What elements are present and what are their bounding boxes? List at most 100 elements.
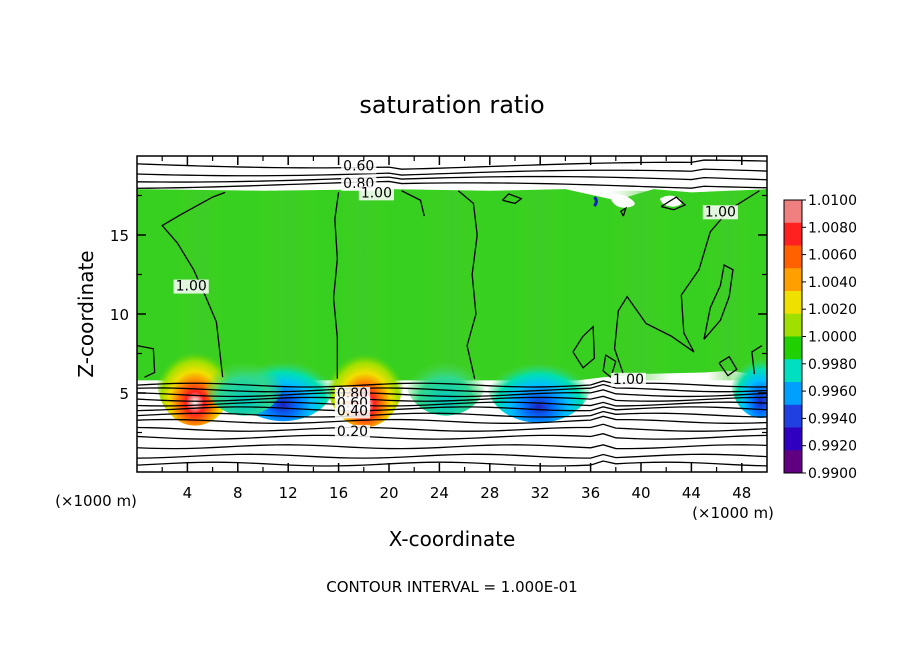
colorbar-label: 0.9980: [808, 357, 857, 373]
colorbar-label: 0.9960: [808, 384, 857, 400]
x-tick-label: 48: [732, 484, 751, 502]
colorbar-label: 1.0060: [808, 248, 857, 264]
colorbar-swatch: [784, 359, 802, 383]
contour-label-halo: [341, 159, 377, 174]
x-tick-label: 16: [329, 484, 348, 502]
colorbar-swatch: [784, 427, 802, 451]
contour-line: [602, 354, 617, 379]
contour-label: 1.00: [176, 279, 207, 295]
contour-line: [501, 193, 523, 205]
x-tick-label: 28: [480, 484, 499, 502]
contour-label-halo: [358, 186, 394, 201]
colorbar-swatch: [784, 245, 802, 269]
contour-line: [137, 383, 767, 393]
contour-line: [137, 444, 767, 450]
contour-line: [137, 410, 767, 418]
y-tick-label: 15: [110, 227, 129, 245]
contour-line: [718, 355, 738, 377]
anomaly-region: [204, 343, 285, 416]
contour-label-halo: [334, 404, 371, 419]
contour-labels: 0.600.801.001.001.001.000.800.600.400.20: [173, 158, 738, 440]
colorbar-swatch: [784, 450, 802, 474]
contour-line: [137, 415, 767, 424]
y-tick-label: 5: [119, 385, 129, 403]
contour-line: [660, 196, 687, 211]
x-tick-label: 20: [379, 484, 398, 502]
x-tick-label: 4: [183, 484, 193, 502]
contour-line: [401, 190, 425, 217]
x-tick-label: 8: [233, 484, 243, 502]
contour-line: [137, 453, 767, 459]
colorbar-label: 1.0000: [808, 330, 857, 346]
contour-label: 1.00: [705, 204, 736, 220]
colorbar-swatch: [784, 200, 802, 224]
x-axis-unit-left: (×1000 m): [55, 492, 137, 510]
contour-label-halo: [334, 424, 371, 439]
contour-line: [751, 345, 763, 375]
colorbar-label: 0.9920: [808, 439, 857, 455]
contour-line: [137, 401, 767, 407]
colorbar-swatch: [784, 404, 802, 428]
contour-interval-footer: CONTOUR INTERVAL = 1.000E-01: [326, 578, 577, 596]
colorbar-label: 1.0080: [808, 220, 857, 236]
contour-line: [137, 380, 767, 388]
colorbar-label: 1.0040: [808, 275, 857, 291]
contour-line: [457, 190, 478, 379]
contour-line: [613, 190, 760, 375]
contour-line: [137, 389, 767, 398]
edge-mark: [593, 196, 598, 208]
colorbar-swatch: [784, 313, 802, 337]
x-tick-label: 32: [531, 484, 550, 502]
x-tick-label: 24: [430, 484, 449, 502]
anomaly-region: [405, 343, 486, 416]
x-tick-label: 40: [631, 484, 650, 502]
colorbar-label: 1.0100: [808, 193, 857, 209]
contour-line: [161, 191, 226, 378]
contour-line: [137, 344, 156, 378]
contour-line: [332, 192, 340, 379]
y-tick-label: 10: [110, 306, 129, 324]
colorbar-label: 1.0020: [808, 302, 857, 318]
contour-line: [137, 406, 767, 412]
anomaly-region: [730, 338, 767, 419]
chart-title: saturation ratio: [359, 91, 544, 119]
contour-line: [137, 175, 767, 183]
x-axis-ticks: 4 8 12 16 20 24 28 32 36 40 44 48: [161, 156, 751, 502]
contour-line: [137, 460, 767, 467]
colorbar-swatch: [784, 268, 802, 292]
colorbar-swatch: [784, 291, 802, 315]
contour-line: [572, 325, 596, 369]
contour-label: 1.00: [361, 185, 392, 201]
colorbar: 1.0100 1.0080 1.0060 1.0040 1.0020 1.0000 0.99…: [783, 193, 857, 482]
x-axis-unit-right: (×1000 m): [692, 504, 774, 522]
contour-label: 0.60: [343, 158, 374, 174]
x-axis-label: X-coordinate: [389, 527, 516, 551]
x-tick-label: 12: [279, 484, 298, 502]
colorbar-swatch: [784, 222, 802, 246]
contour-label-halo: [702, 205, 738, 220]
contour-label: 1.00: [613, 372, 644, 388]
contour-line: [137, 395, 767, 402]
y-axis-ticks: 5 10 15: [110, 194, 767, 434]
colorbar-label: 0.9900: [808, 466, 857, 482]
colorbar-swatch: [784, 336, 802, 360]
contour-line: [137, 423, 767, 432]
contour-line: [703, 264, 734, 340]
colorbar-swatch: [784, 382, 802, 406]
contour-line: [619, 206, 628, 217]
contour-label-halo: [610, 372, 646, 387]
contour-label: 0.20: [337, 424, 368, 440]
contour-line: [137, 180, 767, 189]
y-axis-label: Z-coordinate: [74, 250, 98, 377]
colorbar-label: 0.9940: [808, 411, 857, 427]
contour-line: [137, 159, 767, 170]
contour-lines: [137, 159, 767, 467]
clear-patch: [609, 194, 635, 208]
field-shading: [611, 190, 671, 381]
contour-label: 0.40: [337, 403, 368, 419]
x-tick-label: 36: [581, 484, 600, 502]
contour-line: [137, 168, 767, 177]
contour-line: [137, 433, 767, 440]
x-tick-label: 44: [682, 484, 701, 502]
